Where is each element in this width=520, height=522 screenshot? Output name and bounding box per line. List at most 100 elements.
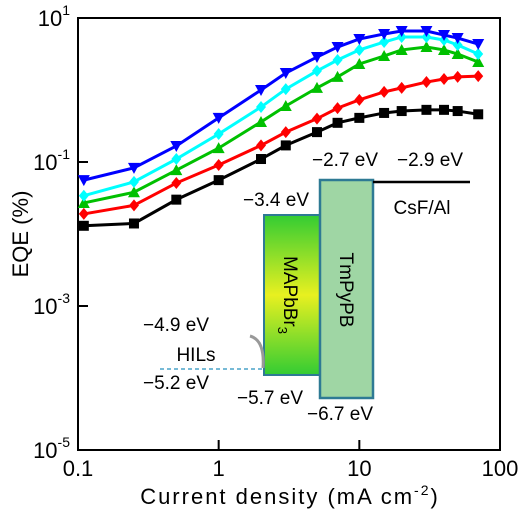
hil-arrow [249,334,265,369]
marker [332,117,343,128]
marker [331,70,344,82]
series-line [83,45,479,205]
y-tick-exponent: -3 [58,290,71,306]
marker [452,106,463,117]
marker [280,83,291,96]
marker [472,39,485,51]
marker [280,140,291,151]
marker [213,127,224,140]
marker [421,104,432,115]
marker [171,153,182,166]
marker [280,126,291,139]
marker [171,194,182,205]
y-tick-label: 10-1 [33,146,70,175]
marker [256,154,267,165]
marker [438,43,451,55]
marker [78,189,89,202]
marker [78,220,89,231]
x-label-end: ) [430,484,439,509]
y-tick-label: 10-3 [33,290,70,319]
marker [473,109,484,120]
marker [378,49,391,61]
inset-diagram: −2.7 eV −2.9 eV −3.4 eV CsF/Al MAPbBr3 T… [143,150,470,425]
marker [279,99,292,111]
perovskite-layer [263,214,321,376]
marker [332,54,343,67]
layer-subscript: 3 [275,327,290,334]
marker [379,107,390,118]
marker [451,33,464,45]
marker [78,207,89,220]
energy-label: −5.2 eV [143,373,209,394]
marker [128,199,139,212]
marker [452,38,463,51]
x-tick-label: 100 [482,456,519,481]
energy-label: −4.9 eV [143,315,209,336]
y-tick-base: 10 [33,294,57,319]
energy-label: −5.7 eV [237,388,303,409]
x-tick-label: 1 [213,456,225,481]
series-line [83,35,479,198]
marker [396,81,407,94]
marker [354,43,365,56]
layer-label: HILs [176,345,215,366]
marker [438,30,451,42]
x-label-sup: -2 [414,482,430,498]
marker [420,25,433,37]
marker [170,140,183,152]
marker [127,162,140,174]
marker [473,70,484,83]
marker [396,106,407,117]
marker [395,43,408,55]
x-tick-label: 0.1 [63,456,94,481]
marker [379,85,390,98]
x-axis-label: Current density (mA cm-2) [140,482,440,509]
etl-layer [318,178,375,400]
marker [439,104,450,115]
x-tick-label: 10 [347,456,371,481]
marker [311,127,322,138]
marker [128,175,139,188]
marker [331,42,344,54]
marker [451,48,464,60]
marker [439,73,450,86]
y-tick-exponent: -1 [58,146,71,162]
y-tick-label: 101 [38,2,70,31]
energy-label: −6.7 eV [307,404,373,425]
marker [171,177,182,190]
marker [379,36,390,49]
layer-name: MAPbBr [279,256,300,327]
x-label-text: Current density (mA cm [140,484,414,509]
marker [310,52,323,64]
marker [354,93,365,106]
marker [421,76,432,89]
marker [353,57,366,69]
marker [127,186,140,198]
marker [420,41,433,53]
marker [256,101,267,114]
y-tick-exponent: -5 [58,434,71,450]
y-tick-base: 10 [33,150,57,175]
layer-label: MAPbBr3 [275,256,300,334]
marker [77,196,90,208]
layer-label: CsF/Al [394,198,451,219]
marker [77,175,90,187]
marker [128,218,139,229]
marker [255,85,268,96]
marker [311,64,322,77]
energy-label: −3.4 eV [243,190,309,211]
marker [212,142,225,154]
marker [354,112,365,123]
energy-label: −2.9 eV [397,150,463,171]
y-tick-exponent: 1 [62,2,70,18]
marker [452,70,463,83]
marker [378,28,391,40]
marker [395,25,408,37]
layer-label: TmPyPB [335,253,356,328]
y-tick-base: 10 [38,6,62,31]
marker [353,33,366,45]
plot-frame [77,17,501,451]
marker [311,112,322,125]
